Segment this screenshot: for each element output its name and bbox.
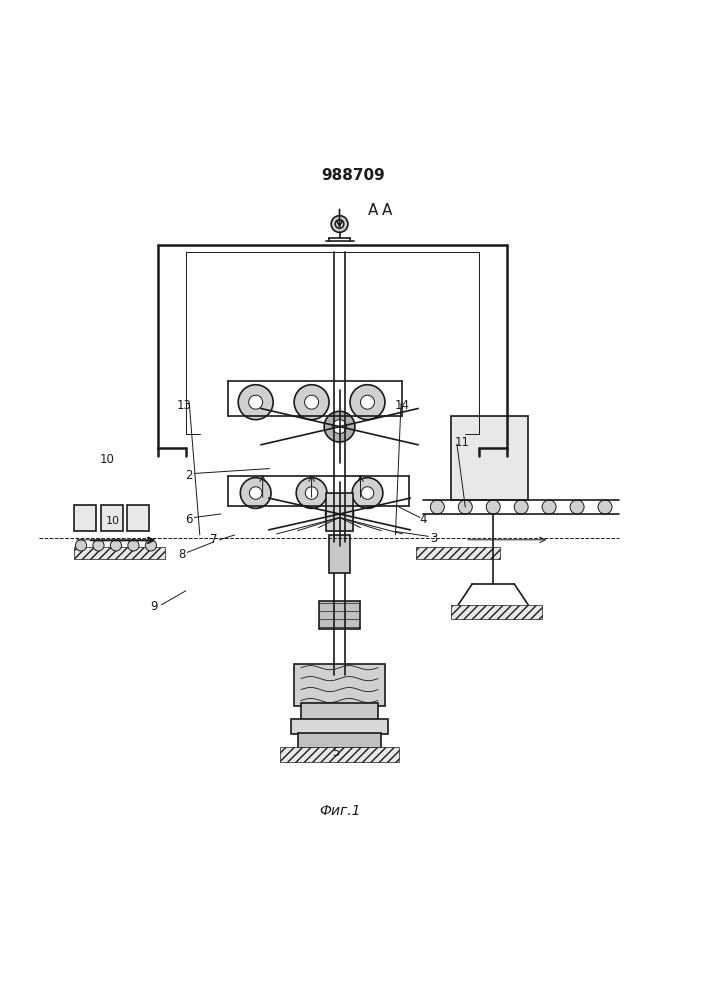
Bar <box>325 493 354 531</box>
Circle shape <box>331 216 348 232</box>
Circle shape <box>333 508 346 520</box>
Circle shape <box>458 500 472 514</box>
Text: 11: 11 <box>455 436 469 449</box>
Text: 10: 10 <box>105 516 119 526</box>
Circle shape <box>305 487 318 499</box>
Circle shape <box>598 500 612 514</box>
Text: 5: 5 <box>332 746 340 759</box>
Text: 988709: 988709 <box>322 168 385 183</box>
Text: Фиг.1: Фиг.1 <box>319 804 361 818</box>
Text: 3: 3 <box>430 532 438 545</box>
Circle shape <box>240 478 271 508</box>
Circle shape <box>249 395 263 409</box>
Circle shape <box>325 500 354 528</box>
Circle shape <box>352 478 383 508</box>
Circle shape <box>361 487 374 499</box>
Circle shape <box>361 395 375 409</box>
Bar <box>100 505 123 531</box>
Bar <box>280 747 399 762</box>
Circle shape <box>514 500 528 514</box>
Bar <box>127 505 149 531</box>
Circle shape <box>76 540 87 551</box>
Text: 14: 14 <box>395 399 410 412</box>
Circle shape <box>431 500 444 514</box>
Bar <box>319 601 361 629</box>
Circle shape <box>542 500 556 514</box>
Circle shape <box>296 478 327 508</box>
Bar <box>329 535 350 573</box>
Bar <box>298 733 382 748</box>
Circle shape <box>486 500 501 514</box>
Bar <box>301 703 378 720</box>
Circle shape <box>93 540 104 551</box>
Bar <box>294 664 385 706</box>
Text: A: A <box>368 203 378 218</box>
Bar <box>416 547 501 559</box>
Circle shape <box>305 395 319 409</box>
Text: 9: 9 <box>151 600 158 613</box>
Bar <box>451 605 542 619</box>
Circle shape <box>146 540 156 551</box>
Circle shape <box>294 385 329 420</box>
Bar <box>291 719 388 734</box>
Text: 10: 10 <box>100 453 115 466</box>
Text: 6: 6 <box>185 513 193 526</box>
Text: 7: 7 <box>210 533 218 546</box>
Bar <box>74 547 165 559</box>
Bar <box>451 416 528 500</box>
Text: 8: 8 <box>179 548 186 561</box>
Circle shape <box>250 487 262 499</box>
Circle shape <box>335 220 344 228</box>
Circle shape <box>324 411 355 442</box>
Text: A: A <box>382 203 392 218</box>
Text: 13: 13 <box>177 399 192 412</box>
Text: 2: 2 <box>185 469 193 482</box>
Circle shape <box>238 385 273 420</box>
Circle shape <box>350 385 385 420</box>
Circle shape <box>128 540 139 551</box>
Circle shape <box>110 540 122 551</box>
Circle shape <box>332 420 346 434</box>
Text: 4: 4 <box>420 513 427 526</box>
Bar <box>74 505 96 531</box>
Circle shape <box>570 500 584 514</box>
